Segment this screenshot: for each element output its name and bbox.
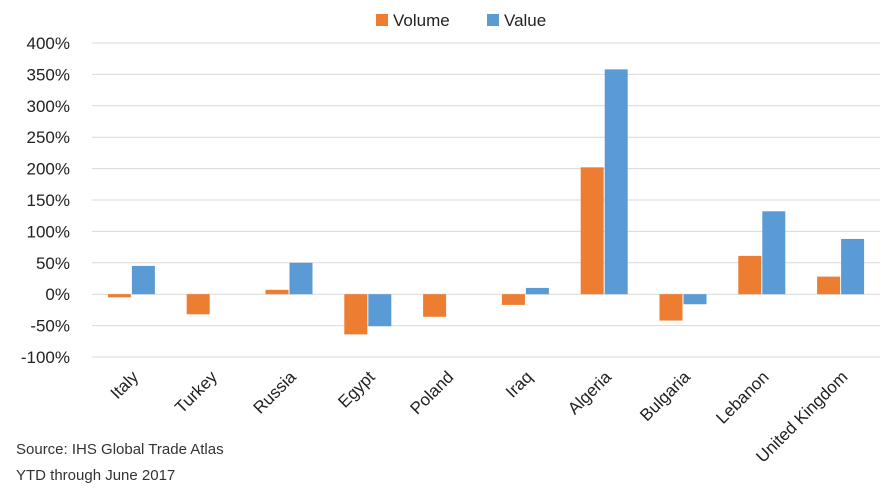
- y-tick-label: 250%: [27, 128, 70, 147]
- bar-volume-bulgaria: [659, 294, 683, 321]
- legend-label-value: Value: [504, 11, 546, 30]
- x-category-label: Egypt: [334, 367, 378, 411]
- legend: Volume Value: [376, 11, 546, 30]
- period-note: YTD through June 2017: [16, 467, 176, 484]
- bar-volume-poland: [423, 294, 447, 317]
- x-category-label: Lebanon: [712, 367, 772, 427]
- y-tick-label: 300%: [27, 97, 70, 116]
- y-tick-label: 0%: [45, 285, 70, 304]
- x-category-label: Algeria: [564, 367, 615, 418]
- source-note: Source: IHS Global Trade Atlas: [16, 441, 224, 458]
- y-tick-label: 150%: [27, 191, 70, 210]
- x-category-label: Poland: [407, 367, 458, 418]
- bars: [107, 69, 865, 335]
- x-category-label: Turkey: [171, 367, 221, 417]
- bar-value-algeria: [604, 69, 628, 295]
- bar-value-united-kingdom: [841, 238, 865, 295]
- bar-volume-russia: [265, 289, 289, 295]
- bar-value-russia: [289, 262, 313, 295]
- x-category-label: Italy: [107, 367, 143, 403]
- bar-value-egypt: [368, 294, 392, 327]
- y-tick-label: 50%: [36, 254, 70, 273]
- bar-value-italy: [131, 265, 155, 295]
- x-category-label: Iraq: [502, 367, 536, 401]
- bar-volume-algeria: [580, 167, 604, 295]
- legend-swatch-volume: [376, 14, 388, 26]
- bar-volume-egypt: [344, 294, 368, 335]
- bar-volume-italy: [107, 294, 131, 298]
- bar-value-iraq: [525, 287, 549, 295]
- y-tick-label: -50%: [30, 317, 70, 336]
- y-tick-label: 350%: [27, 65, 70, 84]
- legend-swatch-value: [487, 14, 499, 26]
- y-tick-label: -100%: [21, 348, 70, 367]
- bar-value-bulgaria: [683, 294, 707, 305]
- y-tick-label: 200%: [27, 160, 70, 179]
- bar-value-lebanon: [762, 211, 786, 295]
- bar-volume-united-kingdom: [817, 276, 841, 295]
- y-tick-label: 100%: [27, 222, 70, 241]
- y-tick-label: 400%: [27, 34, 70, 53]
- legend-label-volume: Volume: [393, 11, 450, 30]
- bar-volume-iraq: [501, 294, 525, 305]
- gridlines: [92, 42, 880, 358]
- bar-volume-lebanon: [738, 255, 762, 295]
- x-category-label: Bulgaria: [636, 367, 694, 425]
- y-axis-tick-labels: 400% 350% 300% 250% 200% 150% 100% 50% 0% -50% -10…: [21, 34, 70, 367]
- bar-volume-turkey: [186, 294, 210, 315]
- x-category-label: Russia: [250, 367, 301, 418]
